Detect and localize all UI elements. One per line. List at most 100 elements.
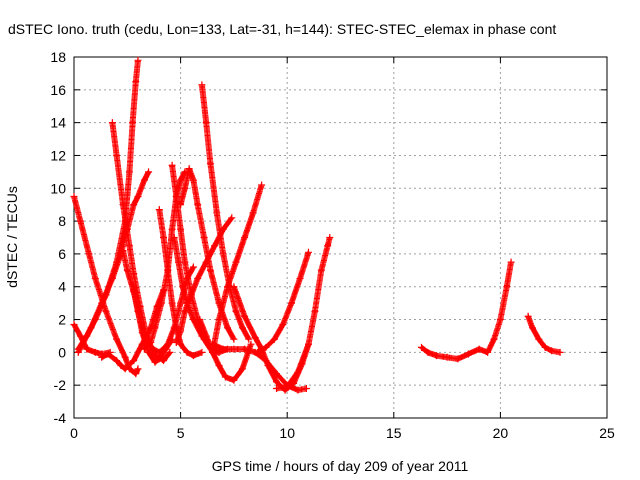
data-point bbox=[215, 316, 223, 323]
data-point bbox=[164, 340, 172, 348]
data-point bbox=[189, 352, 197, 360]
data-point bbox=[206, 266, 214, 274]
data-point bbox=[185, 165, 193, 173]
data-point bbox=[432, 352, 440, 360]
data-point bbox=[155, 206, 163, 214]
data-point bbox=[213, 209, 221, 217]
data-point bbox=[145, 168, 153, 176]
data-point bbox=[130, 357, 138, 365]
series-22 bbox=[524, 312, 564, 356]
x-tick-label: 5 bbox=[177, 425, 185, 441]
data-point bbox=[454, 355, 462, 363]
data-point bbox=[249, 209, 257, 217]
data-point bbox=[496, 316, 504, 323]
data-point bbox=[160, 357, 167, 365]
data-point bbox=[113, 357, 121, 365]
data-point bbox=[228, 214, 236, 222]
data-point bbox=[232, 258, 240, 266]
data-point bbox=[140, 176, 148, 184]
data-point bbox=[130, 286, 138, 294]
data-point bbox=[475, 345, 483, 353]
data-point bbox=[91, 348, 99, 356]
series-9 bbox=[155, 206, 206, 360]
data-point bbox=[108, 119, 116, 127]
data-point bbox=[130, 201, 138, 209]
data-point bbox=[140, 332, 148, 340]
data-point bbox=[200, 234, 208, 241]
series-trace bbox=[418, 260, 514, 362]
data-point bbox=[194, 201, 202, 209]
y-tick-label: 4 bbox=[58, 279, 66, 295]
data-point bbox=[177, 327, 185, 335]
data-point bbox=[76, 332, 84, 340]
data-point bbox=[98, 299, 106, 307]
data-point bbox=[113, 152, 121, 159]
data-point bbox=[241, 234, 249, 241]
data-point bbox=[85, 250, 93, 258]
y-tick-label: 16 bbox=[50, 82, 66, 98]
x-tick-label: 10 bbox=[279, 425, 295, 441]
data-point bbox=[147, 339, 155, 346]
data-point bbox=[140, 345, 148, 353]
data-point bbox=[283, 383, 291, 391]
data-point bbox=[121, 365, 129, 373]
y-tick-label: 6 bbox=[58, 246, 66, 262]
data-point bbox=[273, 378, 280, 386]
data-point bbox=[119, 247, 127, 255]
data-point bbox=[224, 324, 231, 332]
y-axis-label: dSTEC / TECUs bbox=[4, 186, 20, 288]
data-point bbox=[221, 373, 229, 381]
data-point bbox=[160, 234, 167, 241]
data-point bbox=[155, 348, 163, 356]
data-point bbox=[424, 348, 432, 356]
data-point bbox=[177, 225, 185, 233]
data-point bbox=[418, 343, 425, 351]
data-point bbox=[209, 340, 217, 348]
data-point bbox=[198, 348, 206, 356]
x-tick-label: 20 bbox=[493, 425, 509, 441]
data-point bbox=[273, 385, 280, 392]
data-point bbox=[98, 353, 106, 361]
data-point bbox=[202, 119, 210, 127]
data-point bbox=[247, 340, 255, 348]
data-point bbox=[194, 275, 202, 282]
data-point bbox=[528, 324, 536, 332]
data-point bbox=[258, 181, 266, 189]
data-point bbox=[117, 362, 125, 369]
axis-ticks: 0 5 10 15 20 25 -4 -2 0 2 4 6 8 10 12 14 16 18 bbox=[50, 49, 615, 441]
y-tick-label: 14 bbox=[50, 115, 66, 131]
data-point bbox=[134, 307, 142, 315]
data-point bbox=[219, 250, 227, 258]
data-point bbox=[76, 217, 84, 225]
data-point bbox=[230, 345, 238, 353]
data-point bbox=[241, 312, 249, 320]
data-point bbox=[70, 193, 78, 200]
data-point bbox=[168, 299, 176, 307]
y-tick-label: 10 bbox=[50, 180, 66, 196]
data-point bbox=[175, 258, 182, 266]
data-point bbox=[189, 176, 197, 184]
data-point bbox=[177, 176, 185, 184]
data-point bbox=[524, 312, 532, 320]
data-point bbox=[119, 201, 127, 209]
data-point bbox=[166, 348, 174, 356]
data-point bbox=[251, 334, 259, 342]
data-point bbox=[209, 348, 217, 356]
data-point bbox=[232, 307, 240, 315]
series-trace bbox=[230, 283, 312, 394]
series-13 bbox=[177, 165, 238, 343]
grid bbox=[74, 57, 607, 418]
data-point bbox=[74, 348, 82, 356]
data-point bbox=[187, 291, 195, 299]
data-point bbox=[224, 283, 231, 291]
data-point bbox=[464, 350, 472, 358]
data-point bbox=[262, 343, 270, 351]
data-point bbox=[177, 340, 185, 348]
y-tick-label: 18 bbox=[50, 49, 66, 65]
data-marks bbox=[70, 56, 564, 394]
data-point bbox=[189, 316, 197, 323]
data-point bbox=[215, 362, 223, 369]
data-point bbox=[324, 242, 332, 250]
data-point bbox=[177, 201, 185, 209]
